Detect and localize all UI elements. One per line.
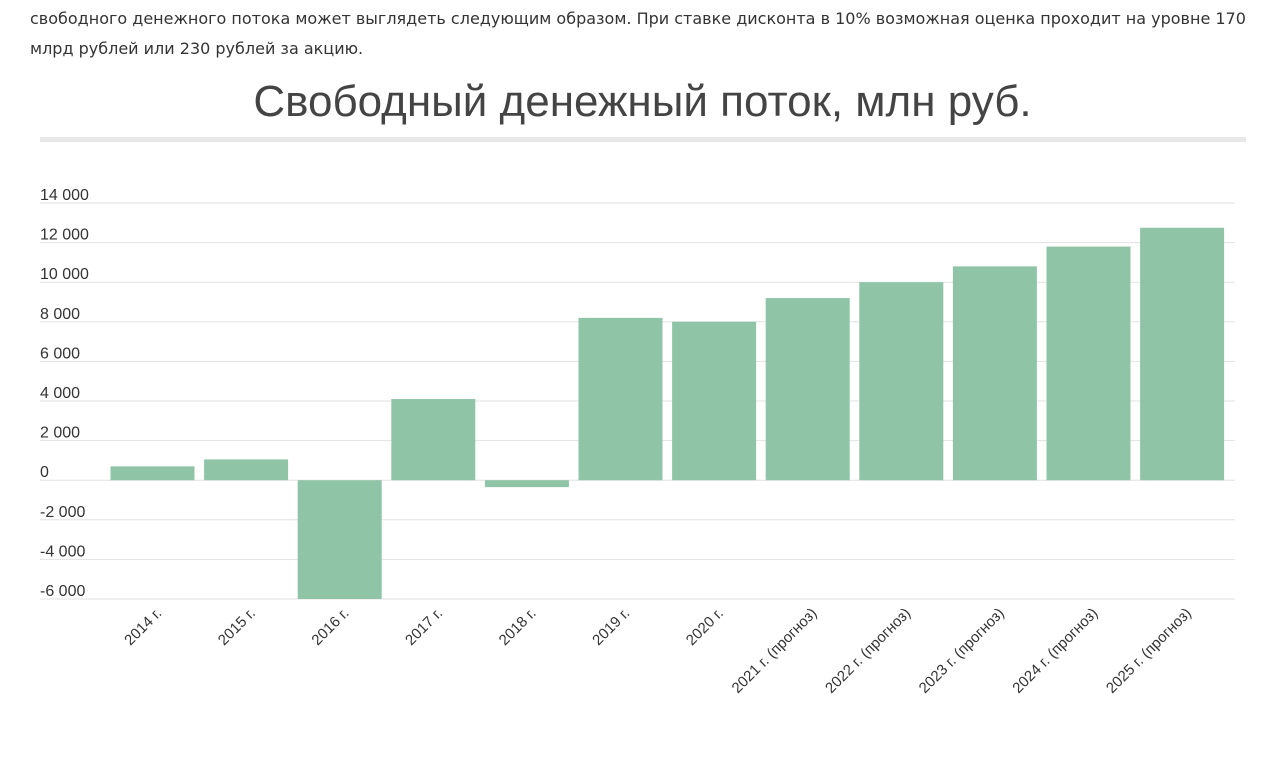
y-tick-label: 0 — [40, 464, 49, 481]
x-tick-label: 2016 г. — [308, 605, 352, 649]
x-tick-label: 2020 г. — [683, 605, 727, 649]
bar — [110, 466, 195, 481]
x-axis-labels: 2014 г. 2015 г. 2016 г. 2017 г. 2018 г. 2019 … — [121, 605, 1195, 697]
x-tick-label: 2018 г. — [496, 605, 540, 649]
bar — [204, 459, 289, 481]
title-divider — [40, 137, 1246, 142]
y-axis-labels: 14 000 12 000 10 000 8 000 6 000 4 000 2 000 0 -… — [40, 187, 89, 600]
x-tick-label: 2023 г. (прогноз) — [916, 605, 1008, 697]
bar — [1046, 246, 1131, 481]
y-tick-label: 10 000 — [40, 266, 89, 283]
x-tick-label: 2022 г. (прогноз) — [822, 605, 914, 697]
y-tick-label: -4 000 — [40, 543, 85, 560]
y-tick-label: -2 000 — [40, 504, 85, 521]
y-tick-label: 6 000 — [40, 345, 80, 362]
y-tick-label: 4 000 — [40, 385, 80, 402]
bar — [1140, 227, 1225, 481]
bar — [484, 480, 569, 488]
bars — [110, 227, 1225, 599]
bar — [297, 480, 382, 599]
chart-title: Свободный денежный поток, млн руб. — [253, 77, 1032, 126]
intro-paragraph: свободного денежного потока может выгляд… — [30, 9, 1246, 58]
y-tick-label: 2 000 — [40, 425, 80, 442]
bar — [859, 282, 944, 481]
y-tick-label: 12 000 — [40, 227, 89, 244]
y-tick-label: -6 000 — [40, 583, 85, 600]
bar — [952, 266, 1037, 481]
x-tick-label: 2017 г. — [402, 605, 446, 649]
x-tick-label: 2024 г. (прогноз) — [1009, 605, 1101, 697]
x-tick-label: 2021 г. (прогноз) — [729, 605, 821, 697]
x-tick-label: 2015 г. — [215, 605, 259, 649]
x-tick-label: 2025 г. (прогноз) — [1103, 605, 1195, 697]
x-tick-label: 2019 г. — [589, 605, 633, 649]
y-tick-label: 8 000 — [40, 306, 80, 323]
bar — [672, 321, 757, 481]
bar — [578, 317, 663, 481]
bar — [391, 399, 476, 481]
bar — [765, 298, 850, 481]
x-tick-label: 2014 г. — [121, 605, 165, 649]
y-tick-label: 14 000 — [40, 187, 89, 204]
